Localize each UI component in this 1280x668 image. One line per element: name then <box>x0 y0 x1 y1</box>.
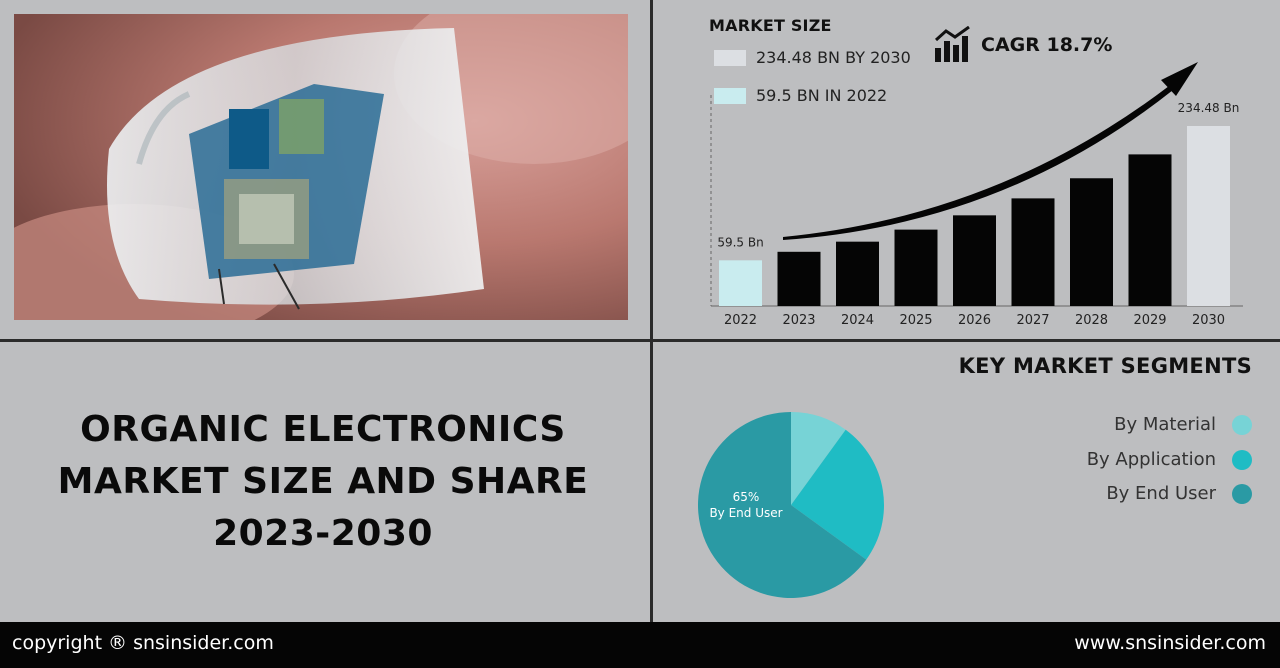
pie-slice-by-material <box>791 412 846 505</box>
segment-dot-material <box>1232 414 1252 435</box>
x-tick-2026: 2026 <box>958 313 991 328</box>
market-size-bar-chart: 2022 59.5 Bn 2023 2024 2025 2026 2027 2028 2029 2… <box>710 62 1243 328</box>
x-tick-2023: 2023 <box>782 313 815 328</box>
segment-label-end-user: By End User <box>1106 483 1216 504</box>
market-size-title: MARKET SIZE <box>709 16 832 35</box>
flexible-circuit-photo <box>14 14 628 320</box>
segments-pie-chart: 65% By End User <box>698 412 884 598</box>
vertical-divider <box>650 0 653 622</box>
segment-dot-end-user <box>1232 483 1252 504</box>
bar-2027 <box>1011 198 1055 306</box>
x-tick-2030: 2030 <box>1192 313 1225 328</box>
cagr-text: CAGR 18.7% <box>981 34 1113 56</box>
bar-2026 <box>953 215 996 306</box>
legend-label-2022: 59.5 BN IN 2022 <box>756 86 888 105</box>
report-title-line-2: MARKET SIZE AND SHARE <box>57 461 589 502</box>
data-label-2022: 59.5 Bn <box>717 235 763 249</box>
segment-label-application: By Application <box>1086 449 1216 470</box>
footer: copyright ® snsinsider.com www.snsinside… <box>0 622 1280 668</box>
segment-dot-application <box>1232 449 1252 470</box>
legend-item-2022: 59.5 BN IN 2022 <box>714 86 887 105</box>
bar-2030 <box>1187 126 1230 306</box>
bar-2025 <box>894 229 938 306</box>
legend-swatch-2022 <box>714 87 746 104</box>
horizontal-divider <box>0 339 1280 342</box>
legend-item-2030: 234.48 BN BY 2030 <box>714 48 911 67</box>
pie-slice-by-application <box>791 429 884 560</box>
segment-item-material: By Material <box>1114 414 1252 435</box>
segment-item-application: By Application <box>1087 449 1252 470</box>
x-tick-2029: 2029 <box>1133 313 1166 328</box>
growth-chart-icon <box>934 26 970 62</box>
data-label-2030: 234.48 Bn <box>1178 101 1240 115</box>
copyright-text: copyright ® snsinsider.com <box>12 632 274 654</box>
bar-2028 <box>1070 178 1113 306</box>
website-link[interactable]: www.snsinsider.com <box>1074 632 1266 654</box>
segment-label-material: By Material <box>1114 414 1216 435</box>
bar-2029 <box>1128 154 1172 306</box>
pie-label-percent: 65% <box>733 490 760 504</box>
report-title-line-1: ORGANIC ELECTRONICS <box>80 409 566 450</box>
report-title: ORGANIC ELECTRONICS MARKET SIZE AND SHAR… <box>0 404 646 560</box>
key-market-segments-title: KEY MARKET SEGMENTS <box>958 354 1252 378</box>
segment-item-end-user: By End User <box>1106 483 1252 504</box>
bar-2024 <box>836 241 879 306</box>
x-tick-2024: 2024 <box>841 313 874 328</box>
bar-2022 <box>719 260 762 306</box>
x-tick-2022: 2022 <box>724 313 757 328</box>
legend-swatch-2030 <box>714 49 746 66</box>
legend-label-2030: 234.48 BN BY 2030 <box>756 48 911 67</box>
report-title-line-3: 2023-2030 <box>213 513 433 554</box>
cagr-badge: CAGR 18.7% <box>933 26 1112 64</box>
x-tick-2025: 2025 <box>899 313 932 328</box>
bar-2023 <box>777 251 821 306</box>
trend-arrow-head <box>1161 62 1198 96</box>
x-tick-2028: 2028 <box>1075 313 1108 328</box>
pie-slice-by-end-user <box>698 412 867 598</box>
x-tick-2027: 2027 <box>1016 313 1049 328</box>
pie-label-text: By End User <box>709 506 782 520</box>
